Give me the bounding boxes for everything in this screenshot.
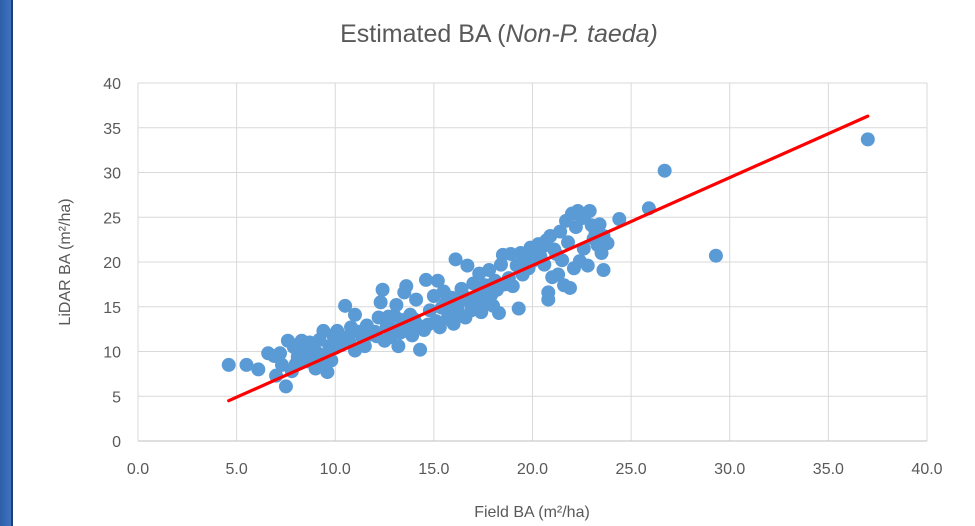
data-point: [409, 292, 424, 307]
data-point: [251, 362, 266, 377]
data-point: [612, 212, 627, 227]
data-point: [391, 339, 406, 354]
y-tick-label: 35: [103, 121, 121, 138]
tick-labels: 0.0 5.0 10.0 15.0 20.0 25.0 30.0 35.0 40.0 0 5 10 15…: [103, 76, 942, 478]
data-point: [278, 379, 293, 394]
x-axis-label: Field BA (m²/ha): [474, 504, 590, 521]
x-tick-label: 25.0: [616, 461, 647, 478]
data-points: [221, 132, 875, 394]
data-point: [413, 342, 428, 357]
data-point: [511, 301, 526, 316]
y-tick-label: 15: [103, 300, 121, 317]
data-point: [553, 224, 568, 239]
x-tick-label: 5.0: [226, 461, 248, 478]
chart-title-prefix: Estimated BA (: [340, 20, 506, 48]
x-tick-label: 20.0: [517, 461, 548, 478]
x-tick-label: 40.0: [911, 461, 942, 478]
x-tick-label: 30.0: [714, 461, 745, 478]
data-point: [708, 248, 723, 263]
data-point: [600, 236, 615, 251]
x-tick-label: 35.0: [813, 461, 844, 478]
data-point: [562, 280, 577, 295]
trendline-layer: [227, 114, 870, 403]
data-point: [482, 263, 497, 278]
left-edge-strip: [0, 0, 11, 526]
left-edge-border: [11, 0, 13, 526]
data-point: [555, 253, 570, 268]
chart-title: Estimated BA (Non-P. taeda): [340, 20, 658, 48]
data-point: [561, 235, 576, 250]
data-point: [273, 346, 288, 361]
data-point: [596, 263, 611, 278]
y-tick-label: 40: [103, 76, 121, 93]
axes: [137, 83, 927, 442]
x-tick-label: 15.0: [418, 461, 449, 478]
y-tick-label: 25: [103, 210, 121, 227]
data-point: [399, 279, 414, 294]
y-tick-label: 10: [103, 345, 121, 362]
y-tick-label: 5: [112, 389, 121, 406]
y-tick-label: 0: [112, 434, 121, 451]
data-point: [580, 258, 595, 273]
data-point: [375, 282, 390, 297]
data-point: [448, 252, 463, 267]
y-tick-label: 30: [103, 166, 121, 183]
data-point: [221, 357, 236, 372]
data-point: [430, 273, 445, 288]
data-point: [239, 357, 254, 372]
data-point: [418, 272, 433, 287]
x-tick-label: 0.0: [127, 461, 149, 478]
data-point: [657, 163, 672, 178]
data-point: [505, 279, 520, 294]
data-point: [474, 305, 489, 320]
data-point: [347, 307, 362, 322]
data-point: [541, 292, 556, 307]
y-axis-label: LiDAR BA (m²/ha): [57, 198, 74, 325]
y-tick-label: 20: [103, 255, 121, 272]
data-point: [460, 258, 475, 273]
data-point: [582, 203, 597, 218]
data-point: [860, 132, 875, 147]
data-point: [338, 298, 353, 313]
data-point: [320, 365, 335, 380]
data-point: [389, 297, 404, 312]
data-point: [551, 267, 566, 282]
data-point: [592, 217, 607, 232]
trendline: [227, 114, 870, 403]
data-point: [373, 295, 388, 310]
x-tick-label: 10.0: [320, 461, 351, 478]
data-point: [491, 306, 506, 321]
chart-title-italic: Non-P. taeda): [505, 20, 657, 48]
